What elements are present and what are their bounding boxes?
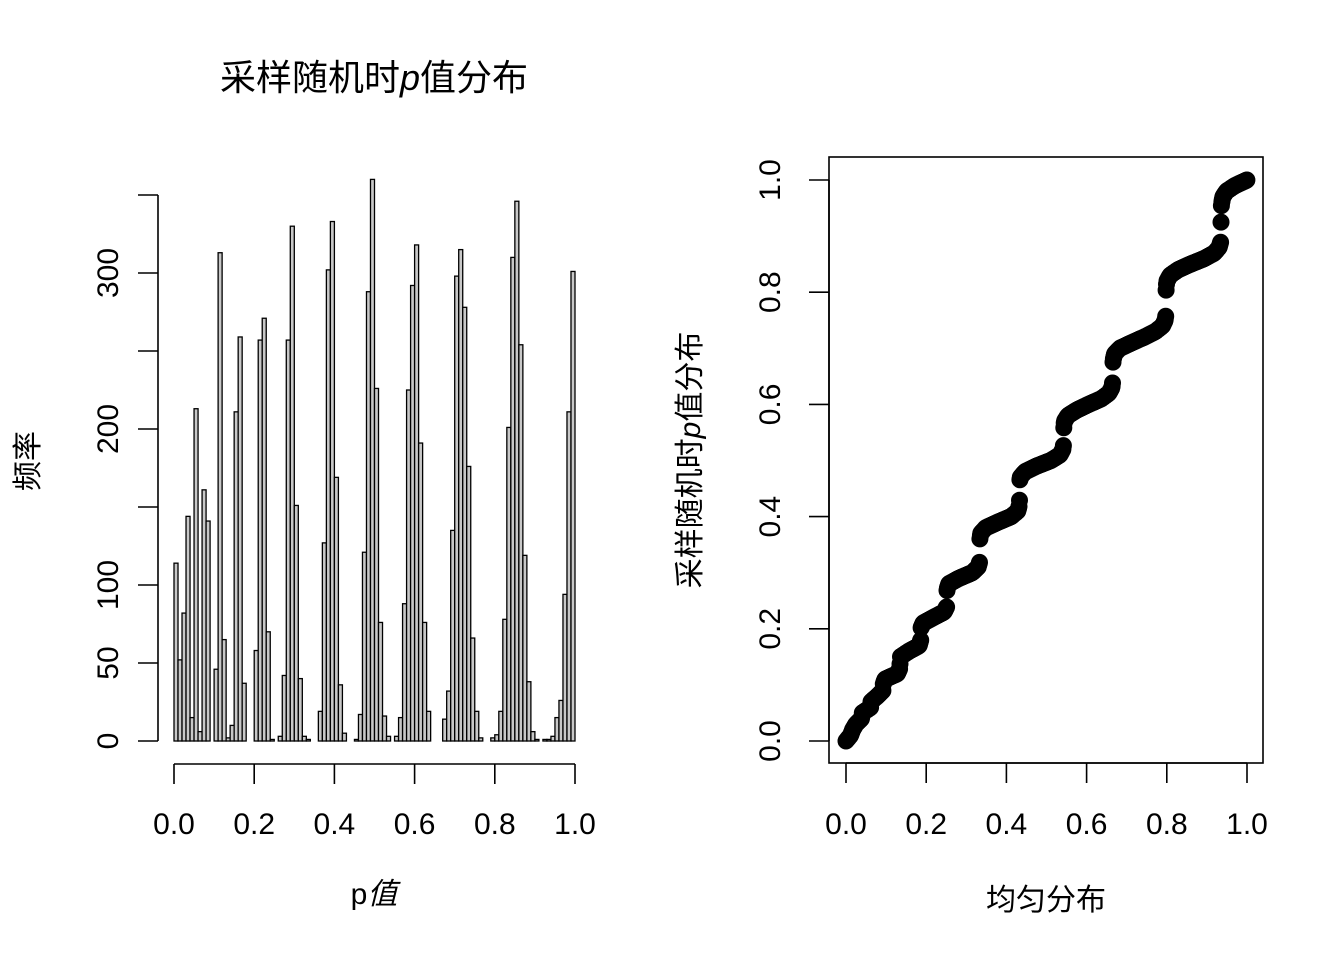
histogram-bar [530,730,536,742]
x-axis: 0.0 0.2 0.4 0.6 0.8 1.0 [825,762,1268,841]
histogram-bar [381,715,388,742]
y-tick-label: 50 [92,646,125,679]
histogram-bar [261,317,267,742]
histogram-bar [417,442,424,742]
histogram-bar [377,621,384,742]
histogram-bar [301,735,307,742]
scatter-point [1238,171,1256,189]
histogram-bar [265,631,271,742]
y-tick-label: 0.0 [754,720,787,762]
x-tick-label: 0.8 [474,808,516,841]
x-tick-label: 1.0 [554,808,596,841]
y-axis: 0.0 0.2 0.4 0.6 0.8 1.0 [754,159,830,762]
y-tick-label: 0.4 [754,496,787,538]
histogram-bar [185,515,191,742]
scatter-point [1011,491,1028,509]
histogram-bar [466,465,472,742]
histogram-bar [518,344,524,742]
histogram-bar [474,710,480,742]
x-axis: 0.0 0.2 0.4 0.6 0.8 1.0 [153,763,596,841]
histogram-bar [421,621,428,742]
y-tick-label: 200 [92,404,125,454]
histogram-bar [570,270,576,742]
scatter-points [837,171,1256,750]
x-tick-label: 0.4 [314,808,356,841]
y-axis: 0 50 100 200 300 [92,194,159,750]
x-tick-label: 0.0 [153,808,195,841]
x-tick-label: 0.2 [233,808,275,841]
y-tick-label: 0.6 [754,384,787,426]
x-tick-label: 0.6 [394,808,436,841]
histogram-bar [341,732,348,742]
histogram-bar [297,677,303,742]
histogram-bar [385,735,392,742]
y-tick-label: 100 [92,560,125,610]
scatter-point [1212,233,1230,251]
scatter-point [938,598,956,616]
y-tick-label: 300 [92,248,125,298]
y-axis-label: 频率 [12,431,45,491]
histogram-chart: 采样随机时p值分布 0 50 100 200 300 0.0 0.2 0.4 0.6 0.8 1.… [12,57,596,911]
scatter-point [1054,437,1072,455]
histogram-bar [241,682,247,742]
histogram-bar [522,554,528,742]
scatter-point [1157,307,1175,325]
x-tick-label: 0.2 [905,808,947,841]
scatter-point [1212,213,1230,231]
histogram-bar [333,476,340,742]
y-tick-label: 0.2 [754,608,787,650]
scatter-point [1104,374,1121,392]
histogram-bar [337,684,344,742]
histogram-bar [305,738,311,742]
histogram-bar [470,637,476,742]
histogram-bar [425,710,432,742]
histogram-bars [173,178,576,742]
histogram-bar [205,520,211,742]
x-tick-label: 0.0 [825,808,867,841]
y-tick-label: 0 [92,733,125,750]
x-axis-label: p值 [351,878,402,911]
histogram-bar [526,681,532,742]
x-tick-label: 0.6 [1066,808,1108,841]
x-tick-label: 0.4 [986,808,1028,841]
histogram-bar [289,225,295,742]
y-tick-label: 0.8 [754,271,787,313]
histogram-bar [269,738,275,742]
histogram-bar [534,738,540,742]
histogram-bar [478,737,484,742]
y-tick-label: 1.0 [754,159,787,201]
x-axis-label: 均匀分布 [986,884,1106,917]
histogram-bar [293,504,299,742]
y-axis-label: 采样随机时p值分布 [674,332,707,589]
x-tick-label: 1.0 [1226,808,1268,841]
histogram-bar [221,638,227,742]
histogram-bar [217,252,223,742]
scatter-point [971,553,988,571]
histogram-bar [173,562,179,742]
x-tick-label: 0.8 [1146,808,1188,841]
histogram-bar [193,408,199,742]
chart-title: 采样随机时p值分布 [220,57,528,98]
histogram-bar [373,387,380,742]
histogram-bar [237,336,243,742]
qq-scatter-chart: 0.0 0.2 0.4 0.6 0.8 1.0 0.0 0.2 0.4 0.6 0.8 1.0 均匀… [674,156,1268,917]
